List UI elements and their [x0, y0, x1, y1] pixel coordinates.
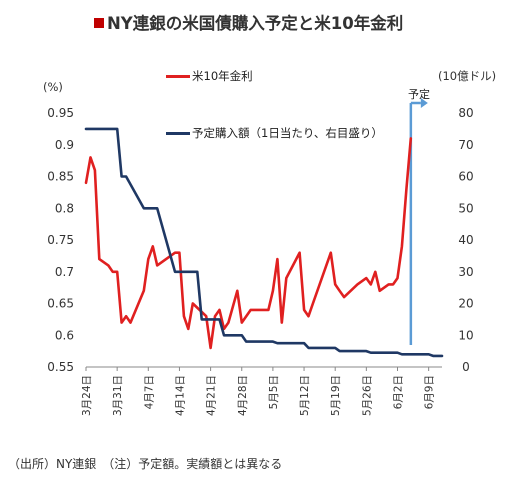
left-axis-tick-label: 0.7	[55, 265, 74, 279]
x-tick-label: 4月28日	[237, 375, 249, 416]
right-axis-tick-label: 80	[458, 106, 473, 120]
legend-label-purchase: 予定購入額（1日当たり、右目盛り）	[192, 126, 383, 140]
x-tick-label: 5月26日	[361, 375, 373, 416]
legend-swatch-rate	[166, 75, 190, 78]
x-tick-label: 6月2日	[393, 375, 405, 409]
rate-series-line	[84, 137, 413, 350]
x-tick-label: 3月24日	[81, 375, 93, 416]
forecast-arrow-head	[420, 98, 428, 108]
purchase-series-line	[84, 127, 444, 358]
x-tick-label: 4月7日	[143, 375, 155, 409]
chart-title: NY連銀の米国債購入予定と米10年金利	[94, 10, 403, 34]
right-axis-unit: (10億ドル)	[438, 69, 497, 83]
x-tick-label: 4月21日	[206, 375, 218, 416]
left-axis-unit: (%)	[43, 80, 63, 94]
legend-swatch-purchase	[166, 132, 190, 135]
forecast-label: 予定	[408, 88, 430, 101]
left-axis-tick-label: 0.55	[47, 360, 74, 374]
left-axis-tick-label: 0.75	[47, 233, 74, 247]
left-axis-tick-label: 0.9	[55, 138, 74, 152]
right-axis-tick-label: 70	[458, 138, 473, 152]
chart-title-text: NY連銀の米国債購入予定と米10年金利	[107, 14, 404, 33]
right-axis-tick-label: 30	[458, 265, 473, 279]
x-tick-label: 3月31日	[112, 375, 124, 416]
x-tick-label: 4月14日	[174, 375, 186, 416]
title-marker	[94, 18, 104, 28]
left-axis-tick-label: 0.95	[47, 106, 74, 120]
right-axis-tick-label: 20	[458, 297, 473, 311]
right-axis-tick-label: 50	[458, 201, 473, 215]
x-tick-label: 6月9日	[424, 375, 436, 409]
left-axis-tick-label: 0.8	[55, 201, 74, 215]
right-axis-tick-label: 60	[458, 170, 473, 184]
left-axis-tick-label: 0.65	[47, 297, 74, 311]
legend-label-rate: 米10年金利	[192, 69, 253, 83]
x-tick-label: 5月19日	[330, 375, 342, 416]
left-axis-tick-label: 0.6	[55, 328, 74, 342]
x-tick-label: 5月5日	[268, 375, 280, 409]
x-tick-label: 5月12日	[299, 375, 311, 416]
right-axis-tick-label: 10	[458, 328, 473, 342]
footer-note: （出所）NY連銀 （注）予定額。実績額とは異なる	[8, 457, 283, 471]
right-axis-tick-label: 0	[462, 360, 470, 374]
right-axis-tick-label: 40	[458, 233, 473, 247]
left-axis-tick-label: 0.85	[47, 170, 74, 184]
